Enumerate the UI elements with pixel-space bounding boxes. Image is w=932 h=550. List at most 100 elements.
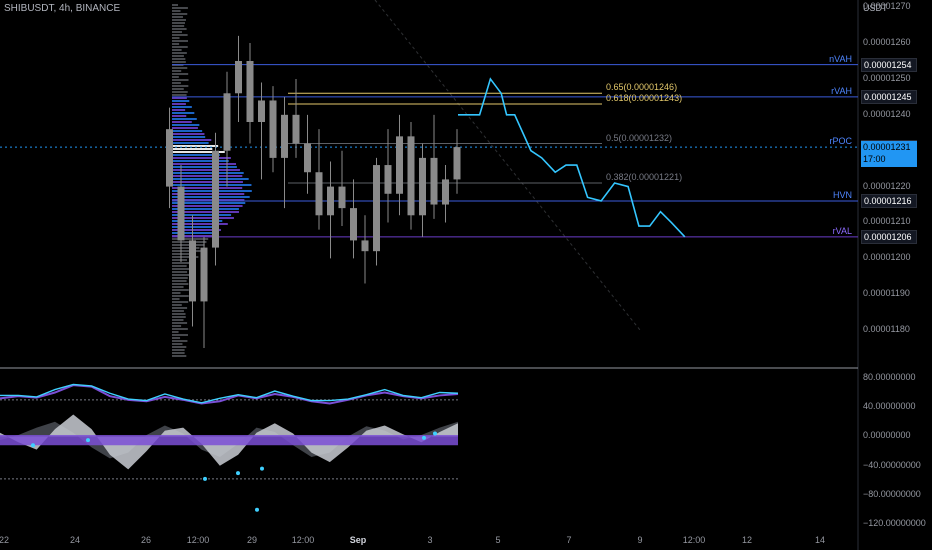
time-tick-label: 14 [814, 535, 826, 545]
oscillator-signal-dot [433, 431, 437, 436]
volume-profile-bar [172, 256, 199, 258]
volume-profile-bar [172, 61, 186, 63]
volume-profile-bar [172, 67, 188, 69]
oscillator-signal-dot [255, 507, 259, 512]
level-tag-nvah: nVAH [829, 53, 852, 64]
volume-profile-bar [172, 277, 188, 279]
volume-profile-bar [172, 73, 189, 75]
level-tag-rval: rVAL [832, 225, 852, 236]
volume-profile-bar [172, 247, 200, 249]
volume-profile-bar [172, 226, 216, 228]
volume-profile-bar [172, 103, 186, 105]
volume-profile-bar [172, 124, 200, 126]
volume-profile-bar [172, 118, 197, 120]
oscillator-signal-dot [236, 471, 240, 476]
price-tick-label: 0.00001240 [863, 108, 911, 119]
volume-profile-bar [172, 88, 184, 90]
volume-profile-bar [172, 154, 220, 156]
volume-profile-bar [172, 208, 239, 210]
candle-body [200, 247, 208, 302]
currency-label: USDT [863, 3, 888, 13]
time-tick-label: 26 [140, 535, 152, 545]
volume-profile-bar [172, 43, 180, 45]
time-tick-label: 22 [0, 535, 10, 545]
volume-profile-bar [172, 355, 187, 357]
volume-profile-bar [172, 319, 184, 321]
symbol-title[interactable]: SHIBUSDT, 4h, BINANCE [4, 3, 121, 14]
candle-body [258, 100, 265, 122]
volume-profile-bar [172, 199, 245, 201]
level-value-nvah: 0.00001254 [861, 57, 917, 72]
price-tick-label: 0.00001210 [863, 216, 911, 227]
volume-profile-bar [172, 232, 212, 234]
volume-profile-bar [172, 298, 180, 300]
volume-profile-bar [172, 175, 243, 177]
candle-body [235, 61, 242, 94]
oscillator-signal-dot [422, 435, 426, 440]
candle-body [246, 61, 254, 122]
volume-profile-bar [172, 13, 188, 15]
oscillator-tick-label: 80.00000000 [863, 371, 916, 382]
volume-profile-bar [172, 133, 205, 135]
price-tick-label: 0.00001220 [863, 180, 911, 191]
time-tick-label: 3 [427, 535, 433, 545]
candle-body [281, 114, 288, 158]
candle-body [315, 172, 323, 216]
volume-profile-bar [172, 106, 192, 108]
volume-profile-bar [172, 37, 180, 39]
volume-profile-bar [172, 262, 196, 264]
time-tick-label: 12:00 [186, 535, 210, 545]
volume-profile-bar [172, 157, 231, 159]
level-tag-rvah: rVAH [831, 85, 852, 96]
level-value-hvn: 0.00001216 [861, 193, 917, 208]
candle-body [292, 114, 300, 144]
volume-profile-bar [172, 70, 182, 72]
volume-profile-bar [172, 205, 243, 207]
candle-body [166, 129, 173, 187]
oscillator-signal-dot [203, 476, 207, 481]
volume-profile-bar [172, 250, 202, 252]
volume-profile-bar [172, 127, 198, 129]
volume-profile-bar [172, 265, 187, 267]
price-tick-label: 0.00001200 [863, 252, 911, 263]
volume-profile-bar [172, 160, 229, 162]
oscillator-signal-dot [86, 438, 90, 443]
candle-body [223, 93, 231, 151]
volume-profile-bar [172, 130, 203, 132]
volume-profile-bar [172, 274, 190, 276]
volume-profile-bar [172, 22, 185, 24]
volume-profile-bar [172, 259, 188, 261]
fib-trendline [374, 0, 641, 331]
volume-profile-bar [172, 223, 228, 225]
volume-profile-bar [172, 148, 213, 150]
volume-profile-bar [172, 169, 240, 171]
oscillator-signal-dot [31, 443, 35, 448]
volume-profile-bar [172, 28, 187, 30]
volume-profile-bar [172, 52, 187, 54]
time-tick-label: 5 [495, 535, 501, 545]
forecast-path [458, 77, 686, 238]
volume-profile-bar [172, 82, 181, 84]
candle-body [269, 100, 277, 158]
oscillator-slow-line [0, 384, 459, 405]
last-price-badge: 0.00001231 17:00 [861, 141, 917, 168]
volume-profile-bar [172, 31, 182, 33]
volume-profile-bar [172, 97, 187, 99]
fib-label: 0.65(0.00001246) [606, 82, 678, 93]
volume-profile-bar [172, 166, 237, 168]
price-tick-label: 0.00001250 [863, 72, 911, 83]
volume-profile-bar [172, 115, 187, 117]
volume-profile-bar [172, 85, 189, 87]
candle-body [419, 157, 426, 216]
candle-body [338, 186, 346, 209]
volume-profile-bar [172, 214, 232, 216]
volume-profile-bar [172, 181, 243, 183]
time-tick-label: 29 [246, 535, 258, 545]
price-tick-label: 0.00001260 [863, 37, 911, 48]
volume-profile-bar [172, 112, 195, 114]
oscillator-signal-dot [260, 466, 264, 471]
volume-profile-bar [172, 244, 205, 246]
candle-body [327, 186, 334, 216]
candle-body [442, 179, 449, 205]
